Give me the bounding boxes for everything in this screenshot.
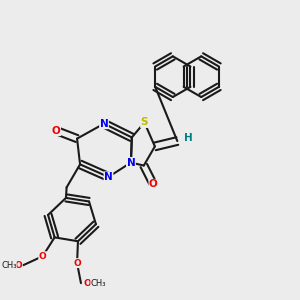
Text: O: O bbox=[149, 179, 158, 189]
Text: CH₃: CH₃ bbox=[1, 261, 16, 270]
Text: CH₃: CH₃ bbox=[91, 279, 106, 288]
Text: S: S bbox=[141, 118, 148, 128]
Text: O: O bbox=[52, 125, 61, 136]
Text: N: N bbox=[127, 158, 135, 168]
Text: H: H bbox=[184, 133, 193, 143]
Text: O: O bbox=[39, 252, 46, 261]
Text: O: O bbox=[84, 279, 92, 288]
Text: N: N bbox=[104, 172, 113, 182]
Text: O: O bbox=[15, 261, 22, 270]
Text: N: N bbox=[100, 119, 108, 129]
Text: O: O bbox=[73, 259, 81, 268]
